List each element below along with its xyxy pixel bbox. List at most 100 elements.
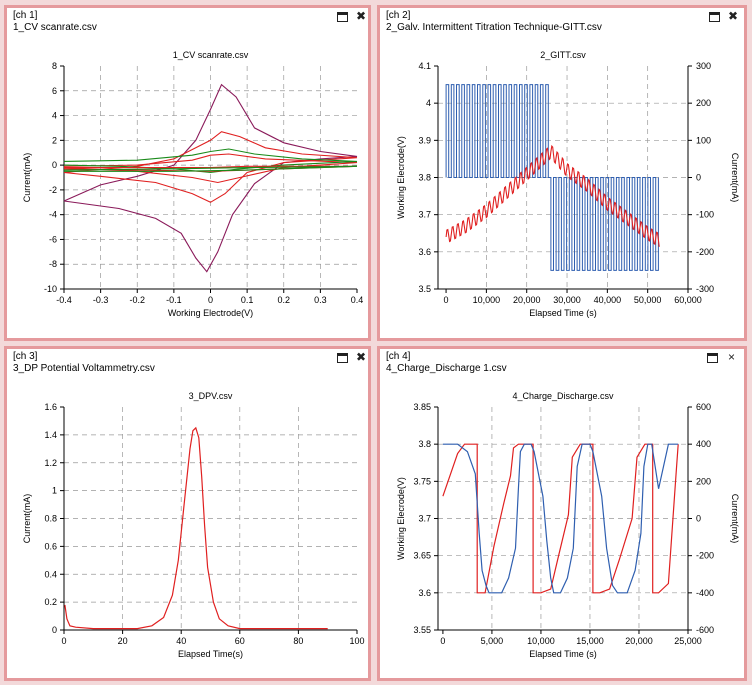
y2-tick-label: -400 — [696, 588, 714, 598]
gitt-voltage-series — [445, 144, 660, 247]
panel-tag: [ch 4] — [386, 351, 411, 362]
x-tick-label: 40,000 — [594, 295, 622, 305]
y-tick-label: -2 — [49, 185, 57, 195]
y-tick-label: -6 — [49, 234, 57, 244]
y-axis-label: Working Elecrode(V) — [396, 136, 406, 219]
x-tick-label: 10,000 — [527, 636, 555, 646]
cv-series-3 — [63, 148, 358, 174]
dpv-chart: 3_DPV.csv 0 20 40 60 80 100 1.6 1.4 1.2 1 0.8 0.6 0.4… — [22, 391, 365, 659]
x-tick-label: 50,000 — [634, 295, 662, 305]
x-axis-label: Working Electrode(V) — [168, 308, 253, 318]
x-axis-label: Elapsed Time(s) — [178, 649, 243, 659]
voltage-series — [442, 443, 679, 594]
x-tick-label: 0 — [444, 295, 449, 305]
charge-discharge-chart: 4_Charge_Discharge.csv 0 5,000 10,000 15,000… — [396, 391, 740, 659]
x-tick-label: 5,000 — [481, 636, 504, 646]
chart-title: 1_CV scanrate.csv — [173, 50, 249, 60]
y-tick-label: 3.55 — [413, 625, 431, 635]
x-tick-label: 0.4 — [351, 295, 364, 305]
y-tick-label: 8 — [52, 61, 57, 71]
y2-tick-label: 300 — [696, 61, 711, 71]
maximize-icon[interactable] — [337, 12, 348, 22]
x-tick-label: 60 — [235, 636, 245, 646]
close-icon[interactable]: ✖ — [356, 9, 367, 23]
y2-tick-label: -300 — [696, 284, 714, 294]
panel-tag: [ch 1] — [13, 10, 38, 21]
chart-panel-ch4: [ch 4] 4_Charge_Discharge 1.csv × 4_Char… — [377, 346, 747, 681]
y-tick-label: -10 — [44, 284, 57, 294]
x-tick-label: 0.1 — [241, 295, 254, 305]
close-icon[interactable]: ✖ — [356, 350, 367, 364]
y-tick-label: 1 — [52, 486, 57, 496]
x-axis-label: Elapsed Time (s) — [529, 308, 597, 318]
x-tick-label: 60,000 — [674, 295, 702, 305]
y-tick-label: 3.5 — [418, 284, 431, 294]
y-tick-label: 0.8 — [44, 514, 57, 524]
y2-tick-label: -200 — [696, 247, 714, 257]
panel-filename: 4_Charge_Discharge 1.csv — [386, 363, 507, 374]
cv-series-2 — [63, 153, 358, 184]
y-tick-label: 0.6 — [44, 541, 57, 551]
gitt-current-series — [445, 84, 659, 271]
y-tick-label: 0.2 — [44, 597, 57, 607]
panel-filename: 2_Galv. Intermittent Titration Technique… — [386, 22, 602, 33]
close-icon[interactable]: ✖ — [728, 9, 739, 23]
x-tick-label: 10,000 — [473, 295, 501, 305]
y-axis-label: Current(mA) — [22, 494, 32, 544]
maximize-icon[interactable] — [709, 12, 720, 22]
y-tick-label: 3.75 — [413, 476, 431, 486]
x-axis-label: Elapsed Time (s) — [529, 649, 597, 659]
y-tick-label: 3.6 — [418, 588, 431, 598]
y-tick-label: 3.7 — [418, 210, 431, 220]
y-axis-label: Current(mA) — [22, 153, 32, 203]
y-tick-label: 3.9 — [418, 135, 431, 145]
y2-tick-label: 200 — [696, 476, 711, 486]
x-tick-label: 80 — [293, 636, 303, 646]
x-tick-label: 0 — [440, 636, 445, 646]
cv-series-1 — [63, 131, 358, 203]
y-tick-label: 4 — [52, 111, 57, 121]
x-tick-label: 100 — [349, 636, 364, 646]
x-tick-label: 15,000 — [576, 636, 604, 646]
y-tick-label: 1.2 — [44, 458, 57, 468]
x-tick-label: -0.2 — [129, 295, 145, 305]
maximize-icon[interactable] — [707, 353, 718, 363]
x-tick-label: 25,000 — [674, 636, 702, 646]
panel-tag: [ch 3] — [13, 351, 38, 362]
x-tick-label: 0 — [208, 295, 213, 305]
y2-tick-label: -600 — [696, 625, 714, 635]
y2-tick-label: 200 — [696, 98, 711, 108]
chart-panel-ch2: [ch 2] 2_Galv. Intermittent Titration Te… — [377, 5, 747, 341]
y-tick-label: 0.4 — [44, 569, 57, 579]
x-tick-label: 20 — [118, 636, 128, 646]
y-tick-label: 0 — [52, 160, 57, 170]
chart-panel-ch3: [ch 3] 3_DP Potential Voltammetry.csv ✖ … — [4, 346, 371, 681]
y2-tick-label: 600 — [696, 402, 711, 412]
panel-filename: 1_CV scanrate.csv — [13, 22, 97, 33]
x-tick-label: -0.3 — [93, 295, 109, 305]
y2-tick-label: 0 — [696, 514, 701, 524]
cv-series-5 — [63, 165, 358, 172]
y-tick-label: 3.7 — [418, 514, 431, 524]
x-tick-label: 30,000 — [553, 295, 581, 305]
x-tick-label: 20,000 — [513, 295, 541, 305]
dpv-series-0 — [64, 426, 328, 630]
y2-tick-label: -100 — [696, 210, 714, 220]
y2-axis-label: Current(mA) — [730, 494, 740, 544]
y2-tick-label: 0 — [696, 173, 701, 183]
y-tick-label: 0 — [52, 625, 57, 635]
y-tick-label: 6 — [52, 86, 57, 96]
x-tick-label: 0 — [61, 636, 66, 646]
close-icon[interactable]: × — [728, 350, 736, 364]
y-tick-label: 3.6 — [418, 247, 431, 257]
y2-tick-label: 100 — [696, 135, 711, 145]
y-tick-label: 1.6 — [44, 402, 57, 412]
y-tick-label: -8 — [49, 259, 57, 269]
y2-tick-label: -200 — [696, 551, 714, 561]
y2-axis-label: Current(mA) — [730, 153, 740, 203]
maximize-icon[interactable] — [337, 353, 348, 363]
y-tick-label: 1.4 — [44, 430, 57, 440]
x-tick-label: -0.4 — [56, 295, 72, 305]
y-tick-label: 4 — [426, 98, 431, 108]
gitt-chart: 2_GITT.csv 0 10,000 20,000 30,000 40,000 50,00… — [396, 50, 740, 318]
